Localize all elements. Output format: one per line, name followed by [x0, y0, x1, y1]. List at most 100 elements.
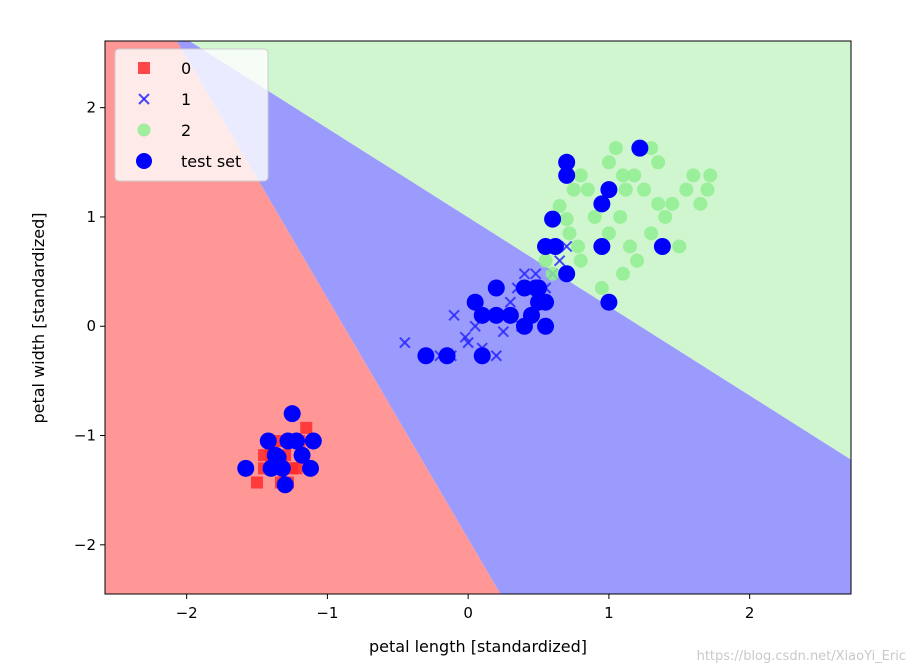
y-tick-label: 1	[86, 208, 96, 226]
data-point	[466, 293, 484, 311]
data-point	[237, 459, 255, 477]
data-point-stroke	[448, 309, 460, 322]
y-axis-label: petal width [standardized]	[29, 212, 48, 423]
x-tick-label: −1	[316, 604, 338, 622]
legend-label: test set	[181, 152, 241, 171]
data-point	[552, 199, 567, 214]
data-point	[399, 336, 411, 349]
data-point	[287, 432, 305, 450]
legend-box	[114, 48, 269, 182]
data-point-stroke	[490, 350, 503, 362]
data-point	[490, 350, 503, 362]
x-tick-label: 2	[745, 604, 755, 622]
data-point	[304, 432, 322, 450]
data-point	[679, 182, 694, 197]
data-point	[558, 265, 576, 283]
data-point	[573, 253, 588, 268]
data-point-stroke	[560, 240, 573, 253]
y-axis-ticks: −2 −1 0 1 2	[74, 99, 105, 554]
data-point	[462, 336, 474, 349]
legend-item: test set	[136, 152, 241, 171]
data-point	[501, 306, 519, 324]
data-point	[417, 347, 435, 365]
data-point	[593, 237, 611, 255]
data-point	[518, 268, 531, 280]
y-tick-label: 2	[86, 99, 96, 117]
data-point	[537, 293, 555, 311]
x-axis-label: petal length [standardized]	[369, 637, 587, 656]
x-tick-label: 0	[463, 604, 473, 622]
x-tick-label: 1	[604, 604, 614, 622]
data-point	[300, 421, 313, 434]
data-point	[593, 195, 611, 213]
data-point	[259, 432, 277, 450]
data-point	[627, 168, 642, 183]
legend-marker	[136, 153, 152, 169]
data-point	[459, 331, 472, 343]
x-tick-label: −2	[176, 604, 198, 622]
data-point	[538, 253, 553, 268]
data-point	[600, 181, 618, 199]
data-point	[623, 239, 638, 254]
watermark: https://blog.csdn.net/XiaoYi_Eric	[697, 649, 906, 664]
legend-marker-stroke	[138, 93, 150, 105]
data-point-stroke	[530, 268, 542, 280]
data-point	[600, 293, 618, 311]
legend-label: 0	[181, 59, 191, 78]
data-point	[558, 166, 576, 184]
data-point-stroke	[518, 268, 531, 280]
data-point	[487, 279, 505, 297]
data-point	[544, 210, 562, 228]
data-point	[527, 279, 545, 297]
data-point	[497, 326, 510, 338]
data-point	[630, 253, 645, 268]
plot-frame	[104, 40, 852, 595]
data-point	[251, 476, 264, 489]
data-point-stroke	[497, 326, 510, 338]
data-point	[703, 168, 718, 183]
data-point	[293, 446, 311, 464]
data-point	[580, 182, 595, 197]
data-point	[658, 209, 673, 224]
data-point	[651, 196, 666, 211]
data-point	[587, 209, 602, 224]
data-points	[237, 139, 718, 494]
data-point	[672, 239, 687, 254]
data-point	[613, 209, 628, 224]
data-point	[566, 182, 581, 197]
data-point	[615, 168, 630, 183]
legend-marker	[138, 93, 150, 105]
data-point-stroke	[399, 336, 411, 349]
data-point	[530, 268, 542, 280]
data-point	[283, 405, 301, 423]
data-point	[537, 317, 555, 335]
data-point	[290, 462, 303, 475]
data-point	[302, 459, 320, 477]
data-point	[693, 196, 708, 211]
data-point	[562, 226, 577, 241]
data-point	[644, 226, 659, 241]
data-point	[560, 240, 573, 253]
data-point	[473, 347, 491, 365]
data-point	[644, 141, 659, 156]
data-point	[594, 280, 609, 295]
data-point	[487, 306, 505, 324]
data-point	[448, 309, 460, 322]
legend-item: 0	[138, 59, 191, 78]
data-point	[700, 182, 715, 197]
y-tick-label: −2	[74, 536, 96, 554]
x-axis-ticks: −2 −1 0 1 2	[176, 594, 755, 622]
data-point	[665, 196, 680, 211]
data-point	[686, 168, 701, 183]
legend-item: 1	[138, 90, 191, 109]
data-point	[608, 141, 623, 156]
data-point-stroke	[553, 254, 566, 267]
data-point	[653, 237, 671, 255]
y-tick-label: 0	[86, 317, 96, 335]
legend-item: 2	[137, 121, 191, 140]
data-point	[570, 239, 585, 254]
data-point	[573, 168, 588, 183]
legend: 0 1 2 test set	[114, 48, 269, 182]
data-point	[553, 254, 566, 267]
